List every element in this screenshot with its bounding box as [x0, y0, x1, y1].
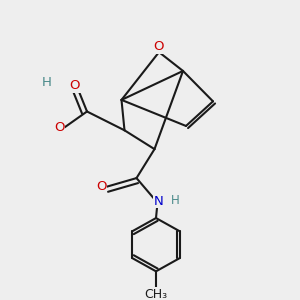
Text: CH₃: CH₃ — [144, 288, 168, 300]
Text: O: O — [154, 40, 164, 53]
Text: H: H — [170, 194, 179, 207]
Text: N: N — [154, 195, 164, 208]
Text: H: H — [42, 76, 51, 89]
Text: O: O — [54, 121, 64, 134]
Text: O: O — [70, 79, 80, 92]
Text: O: O — [96, 180, 106, 193]
